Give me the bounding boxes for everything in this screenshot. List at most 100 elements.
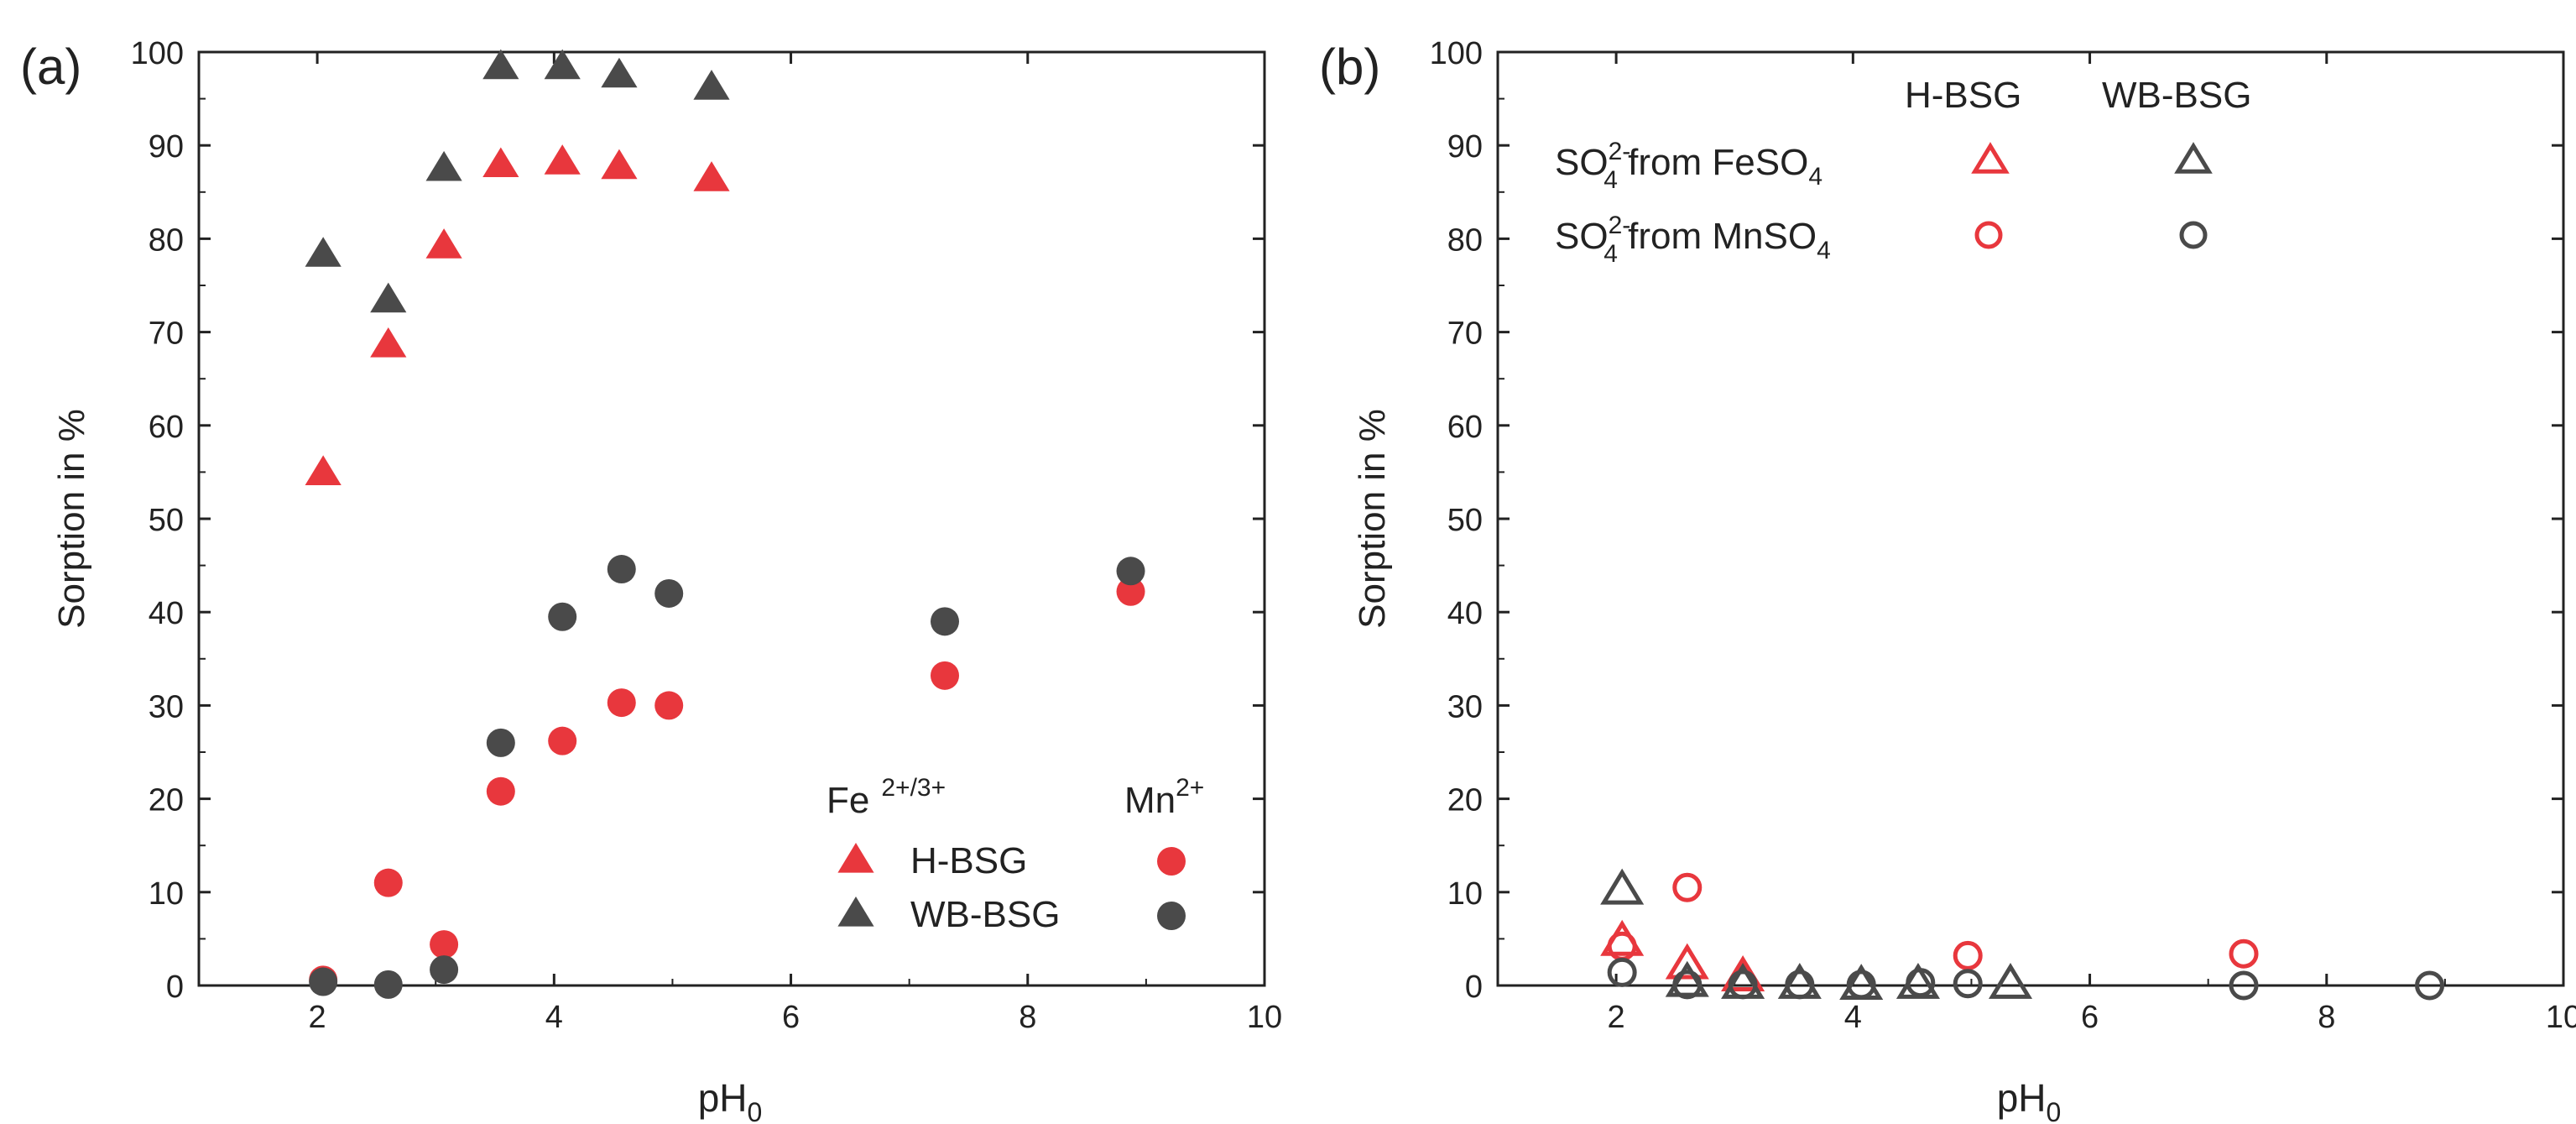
panel-a-legend: Fe 2+/3+ Mn2+ H-BSG WB-BSG bbox=[827, 774, 1204, 935]
panel-a-y-axis-title: Sorption in % bbox=[51, 409, 92, 629]
legend-b-header-wb-bsg: WB-BSG bbox=[2102, 75, 2251, 116]
legend-b-row1-sub: 4 bbox=[1603, 166, 1618, 194]
panel-a-x-tick-label: 6 bbox=[782, 1000, 800, 1035]
panel-a-x-axis-title-main: pH bbox=[698, 1076, 748, 1120]
panel-b-y-tick-label: 50 bbox=[1447, 503, 1483, 538]
legend-b-row2-text: from MnSO bbox=[1618, 216, 1817, 257]
legend-b-row2-label: SO2-4 from MnSO4 bbox=[1555, 212, 1831, 268]
point-so4-from-mnso4-h-bsg bbox=[1953, 940, 1983, 970]
panel-b-y-tick-label: 0 bbox=[1465, 970, 1483, 1005]
legend-a-row2-label: WB-BSG bbox=[910, 894, 1060, 935]
panel-a-x-tick-label: 10 bbox=[1247, 1000, 1282, 1035]
panel-a-y-tick-label: 0 bbox=[166, 970, 184, 1005]
point-mn-wb-bsg bbox=[1116, 557, 1145, 586]
panel-a-x-tick-label: 4 bbox=[545, 1000, 563, 1035]
panel-b-y-axis-title: Sorption in % bbox=[1352, 409, 1393, 629]
legend-b-row1-text-sub: 4 bbox=[1808, 163, 1822, 191]
panel-b-y-tick-label: 70 bbox=[1447, 316, 1483, 352]
panel-b-label: (b) bbox=[1319, 39, 1380, 95]
panel-a: 0 10 20 30 40 50 60 70 80 90 100 2 4 6 8 10 (a) Sorpti… bbox=[20, 36, 1282, 1124]
point-so4-from-mnso4-wb-bsg bbox=[1953, 969, 1983, 999]
panel-b-y-axis: 0 10 20 30 40 50 60 70 80 90 100 bbox=[1430, 36, 2563, 1005]
point-mn-h-bsg bbox=[654, 691, 684, 720]
panel-a-y-tick-label: 80 bbox=[149, 222, 184, 258]
point-mn-wb-bsg bbox=[548, 602, 577, 631]
point-so4-from-mnso4-wb-bsg bbox=[1846, 970, 1876, 1000]
legend-a-row1-label: H-BSG bbox=[910, 840, 1027, 881]
point-mn-wb-bsg bbox=[430, 955, 459, 985]
point-mn-wb-bsg bbox=[607, 555, 636, 584]
panel-b-x-tick-label: 6 bbox=[2081, 1000, 2099, 1035]
point-so4-from-mnso4-h-bsg bbox=[1672, 872, 1703, 902]
legend-a-mn-wb-bsg-marker bbox=[1157, 902, 1186, 930]
point-fe-h-bsg bbox=[544, 144, 581, 175]
legend-a-header-fe-sup: 2+/3+ bbox=[881, 774, 946, 802]
legend-a-header-mn-text: Mn bbox=[1124, 780, 1176, 821]
panel-b-plot-frame bbox=[1496, 50, 2565, 987]
panel-b-x-axis: 2 4 6 8 10 bbox=[1497, 52, 2576, 1035]
point-fe-h-bsg bbox=[693, 161, 730, 191]
panel-a-x-axis-title: pH0 bbox=[698, 1076, 763, 1124]
panel-b-x-axis-title-sub: 0 bbox=[2047, 1097, 2062, 1124]
point-mn-wb-bsg bbox=[931, 607, 959, 636]
legend-b-fe-wb-bsg-marker bbox=[2174, 142, 2213, 174]
legend-a-header-mn-sup: 2+ bbox=[1176, 774, 1204, 802]
point-fe-wb-bsg bbox=[305, 237, 342, 267]
legend-b-row1-sup: 2- bbox=[1609, 138, 1631, 165]
panel-b-x-axis-title: pH0 bbox=[1997, 1076, 2062, 1124]
legend-b-row1-text: from FeSO bbox=[1618, 142, 1808, 183]
legend-b-header-h-bsg: H-BSG bbox=[1905, 75, 2021, 116]
point-mn-wb-bsg bbox=[309, 967, 338, 996]
panel-a-x-tick-label: 8 bbox=[1019, 1000, 1036, 1035]
point-mn-h-bsg bbox=[607, 688, 636, 718]
point-so4-from-mnso4-wb-bsg bbox=[1906, 968, 1936, 998]
panel-a-y-tick-label: 70 bbox=[149, 316, 184, 352]
panel-a-y-tick-label: 60 bbox=[149, 410, 184, 445]
point-fe-wb-bsg bbox=[370, 282, 407, 313]
point-fe-h-bsg bbox=[305, 455, 342, 485]
panel-b-data-marks bbox=[1600, 868, 2445, 1001]
panel-a-y-tick-label: 100 bbox=[131, 36, 184, 71]
point-fe-wb-bsg bbox=[601, 57, 638, 88]
point-so4-from-feso4-h-bsg bbox=[1665, 943, 1709, 980]
panel-b-x-tick-label: 8 bbox=[2318, 1000, 2335, 1035]
point-so4-from-mnso4-wb-bsg bbox=[1672, 970, 1703, 1000]
panel-a-y-axis: 0 10 20 30 40 50 60 70 80 90 100 bbox=[131, 36, 1265, 1005]
point-so4-from-feso4-wb-bsg bbox=[1665, 960, 1709, 997]
panel-a-data-marks bbox=[305, 49, 1145, 999]
panel-b-y-tick-label: 10 bbox=[1447, 876, 1483, 912]
point-so4-from-feso4-wb-bsg bbox=[1988, 962, 2033, 999]
point-fe-h-bsg bbox=[482, 147, 519, 178]
legend-b-row2-prefix: SO bbox=[1555, 216, 1609, 257]
panel-b-y-tick-label: 30 bbox=[1447, 689, 1483, 724]
point-mn-h-bsg bbox=[1116, 577, 1145, 606]
legend-b-row2-sup: 2- bbox=[1609, 212, 1631, 239]
legend-b-row2-text-sub: 4 bbox=[1817, 237, 1831, 264]
point-mn-h-bsg bbox=[931, 661, 959, 690]
legend-b-mn-wb-bsg-marker bbox=[2179, 221, 2208, 249]
point-so4-from-mnso4-wb-bsg bbox=[1728, 970, 1758, 1000]
legend-a-header-mn: Mn2+ bbox=[1124, 774, 1204, 821]
point-mn-wb-bsg bbox=[654, 578, 684, 608]
legend-b-row1-prefix: SO bbox=[1555, 142, 1609, 183]
point-so4-from-feso4-wb-bsg bbox=[1600, 868, 1645, 905]
panel-a-x-axis: 2 4 6 8 10 bbox=[198, 52, 1282, 1035]
panel-b-x-tick-label: 2 bbox=[1608, 1000, 1625, 1035]
legend-b-mn-h-bsg-marker bbox=[1974, 221, 2003, 249]
panel-a-y-tick-label: 30 bbox=[149, 689, 184, 724]
panel-a-y-tick-label: 50 bbox=[149, 503, 184, 538]
panel-b-x-axis-title-main: pH bbox=[1997, 1076, 2047, 1120]
panel-a-y-tick-label: 40 bbox=[149, 596, 184, 631]
panel-a-y-tick-label: 20 bbox=[149, 783, 184, 818]
legend-b-fe-h-bsg-marker bbox=[1971, 142, 2010, 174]
panel-b-x-tick-label: 4 bbox=[1844, 1000, 1862, 1035]
panel-b-y-tick-label: 90 bbox=[1447, 129, 1483, 165]
panel-a-x-tick-label: 2 bbox=[309, 1000, 326, 1035]
panel-b-y-tick-label: 60 bbox=[1447, 410, 1483, 445]
point-so4-from-mnso4-wb-bsg bbox=[1785, 970, 1815, 1000]
panel-b-y-tick-label: 40 bbox=[1447, 596, 1483, 631]
panel-a-plot-frame bbox=[197, 50, 1266, 987]
point-so4-from-mnso4-wb-bsg bbox=[2415, 970, 2445, 1001]
point-mn-h-bsg bbox=[373, 868, 403, 897]
